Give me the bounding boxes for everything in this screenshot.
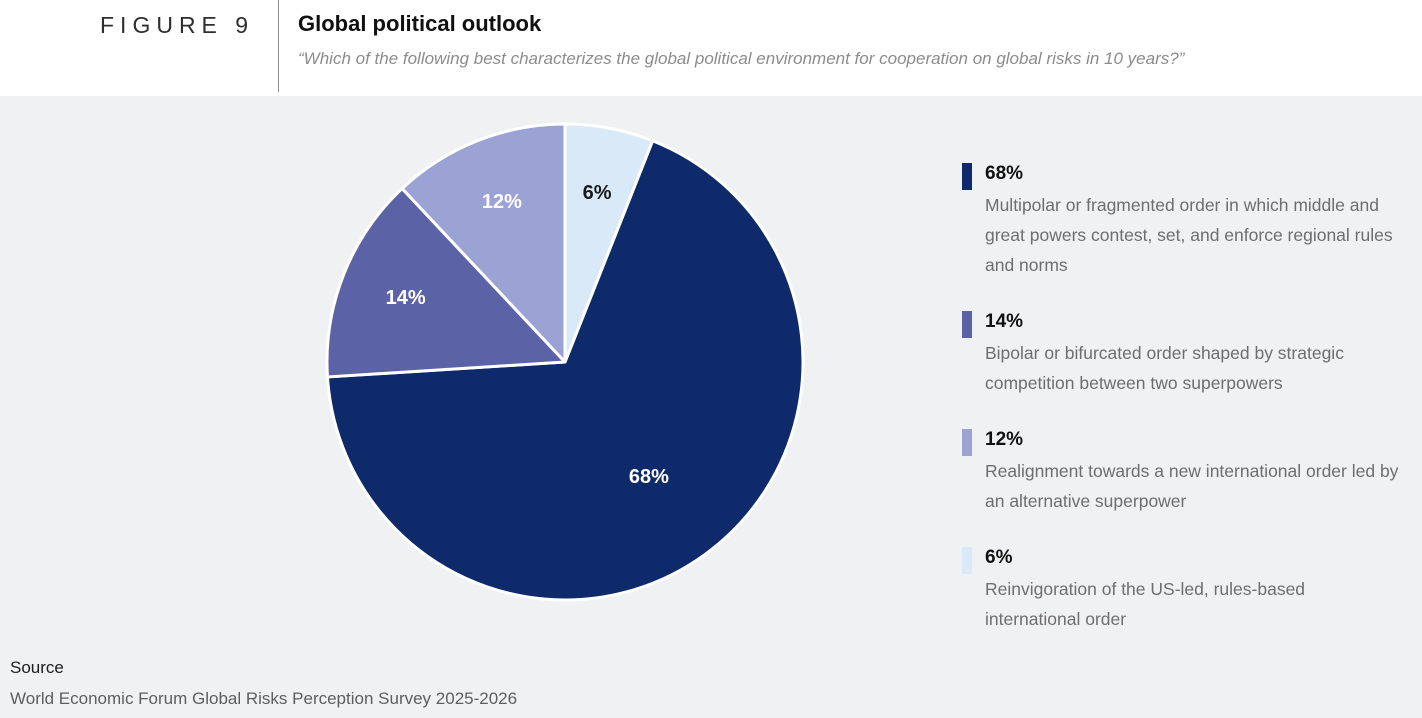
legend-percent: 6% [985, 547, 1013, 568]
source-text: World Economic Forum Global Risks Percep… [10, 689, 518, 708]
header-text-block: Global political outlook “Which of the f… [279, 0, 1184, 96]
pie-chart-container: 68% 14% 12% 6% [315, 112, 815, 612]
legend-percent: 68% [985, 163, 1024, 184]
pie-chart: 68% 14% 12% 6% [325, 122, 805, 602]
legend-description: Realignment towards a new international … [985, 461, 1399, 511]
pie-slice [325, 187, 567, 379]
source-label: Source [10, 658, 64, 677]
legend-swatch [962, 163, 972, 190]
legend-item: 68% Multipolar or fragmented order in whi… [962, 162, 1402, 280]
header-divider [278, 0, 279, 92]
pie-slice [325, 139, 805, 602]
pie-slice-label: 6% [583, 182, 612, 204]
pie-slice [563, 122, 655, 364]
figure-header: FIGURE 9 Global political outlook “Which… [0, 0, 1422, 96]
legend-text: 68% Multipolar or fragmented order in whi… [985, 162, 1400, 280]
chart-area: 68% 14% 12% 6% 68% Multipolar or fragmented … [0, 96, 1422, 718]
legend-description: Bipolar or bifurcated order shaped by st… [985, 343, 1344, 393]
legend-swatch [962, 429, 972, 456]
figure-subtitle: “Which of the following best characteriz… [298, 49, 1185, 68]
legend-description: Multipolar or fragmented order in which … [985, 195, 1393, 275]
pie-slice-label: 12% [482, 191, 522, 213]
pie-slice [400, 122, 567, 364]
figure-number: FIGURE 9 [100, 12, 255, 38]
legend-swatch [962, 311, 972, 338]
legend-item: 6% Reinvigoration of the US-led, rules-ba… [962, 546, 1402, 634]
chart-legend: 68% Multipolar or fragmented order in whi… [962, 162, 1402, 664]
figure-title: Global political outlook [298, 11, 542, 36]
legend-percent: 12% [985, 429, 1024, 450]
legend-text: 6% Reinvigoration of the US-led, rules-ba… [985, 546, 1400, 634]
legend-description: Reinvigoration of the US-led, rules-base… [985, 579, 1306, 629]
legend-item: 14% Bipolar or bifurcated order shaped by… [962, 310, 1402, 398]
legend-percent: 14% [985, 311, 1024, 332]
legend-item: 12% Realignment towards a new internation… [962, 428, 1402, 516]
pie-slice-label: 68% [629, 466, 669, 488]
legend-swatch [962, 547, 972, 574]
source-block: Source World Economic Forum Global Risks… [10, 652, 517, 714]
pie-slice-label: 14% [386, 287, 426, 309]
legend-text: 12% Realignment towards a new internation… [985, 428, 1400, 516]
legend-text: 14% Bipolar or bifurcated order shaped by… [985, 310, 1400, 398]
